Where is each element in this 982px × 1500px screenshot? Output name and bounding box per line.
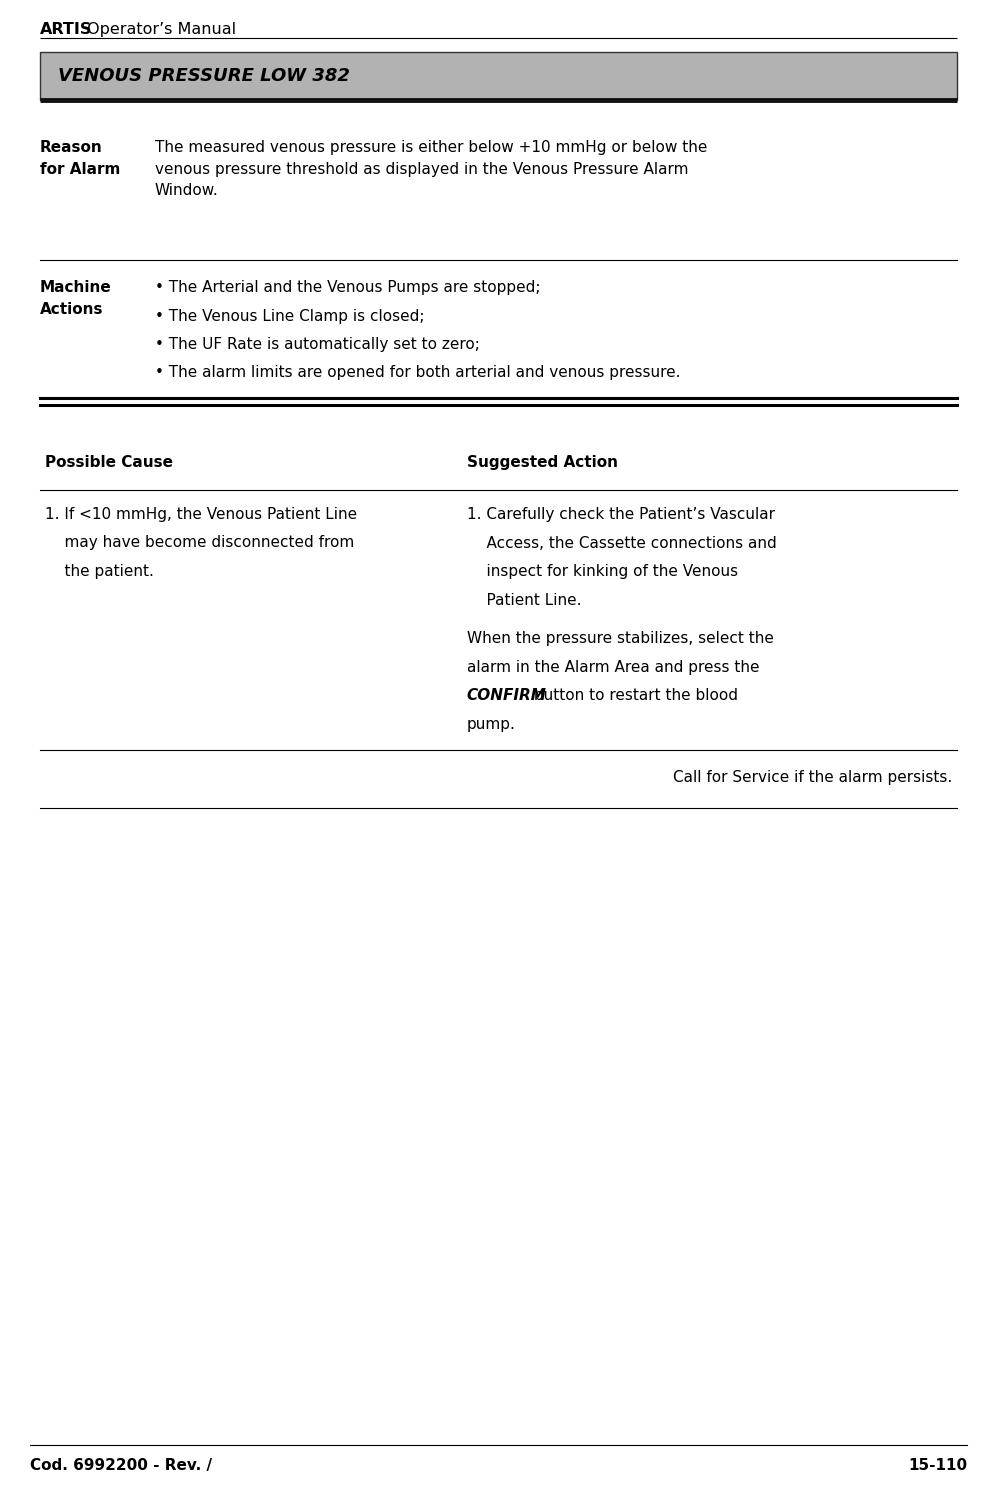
Text: • The alarm limits are opened for both arterial and venous pressure.: • The alarm limits are opened for both a… [155, 366, 681, 381]
Text: Operator’s Manual: Operator’s Manual [82, 22, 236, 38]
Text: pump.: pump. [466, 717, 516, 732]
Text: The measured venous pressure is either below +10 mmHg or below the
venous pressu: The measured venous pressure is either b… [155, 140, 707, 198]
Text: Machine
Actions: Machine Actions [40, 280, 112, 316]
Text: inspect for kinking of the Venous: inspect for kinking of the Venous [466, 564, 737, 579]
Text: • The Venous Line Clamp is closed;: • The Venous Line Clamp is closed; [155, 309, 424, 324]
Text: Call for Service if the alarm persists.: Call for Service if the alarm persists. [673, 770, 952, 784]
Text: • The UF Rate is automatically set to zero;: • The UF Rate is automatically set to ze… [155, 338, 480, 352]
Text: alarm in the Alarm Area and press the: alarm in the Alarm Area and press the [466, 660, 759, 675]
Text: • The Arterial and the Venous Pumps are stopped;: • The Arterial and the Venous Pumps are … [155, 280, 540, 296]
Text: Reason
for Alarm: Reason for Alarm [40, 140, 121, 177]
Text: may have become disconnected from: may have become disconnected from [45, 536, 355, 550]
Text: Cod. 6992200 - Rev. /: Cod. 6992200 - Rev. / [30, 1458, 212, 1473]
Text: Access, the Cassette connections and: Access, the Cassette connections and [466, 536, 777, 550]
Text: button to restart the blood: button to restart the blood [528, 688, 737, 703]
FancyBboxPatch shape [40, 53, 957, 100]
Text: CONFIRM: CONFIRM [466, 688, 547, 703]
Text: VENOUS PRESSURE LOW 382: VENOUS PRESSURE LOW 382 [58, 68, 350, 86]
Text: 15-110: 15-110 [908, 1458, 967, 1473]
Text: 1. If <10 mmHg, the Venous Patient Line: 1. If <10 mmHg, the Venous Patient Line [45, 507, 357, 522]
Text: Patient Line.: Patient Line. [466, 592, 581, 608]
Text: 1. Carefully check the Patient’s Vascular: 1. Carefully check the Patient’s Vascula… [466, 507, 775, 522]
Text: Possible Cause: Possible Cause [45, 454, 173, 470]
Text: When the pressure stabilizes, select the: When the pressure stabilizes, select the [466, 632, 774, 646]
Text: ARTIS: ARTIS [40, 22, 92, 38]
Text: the patient.: the patient. [45, 564, 154, 579]
Text: Suggested Action: Suggested Action [466, 454, 618, 470]
